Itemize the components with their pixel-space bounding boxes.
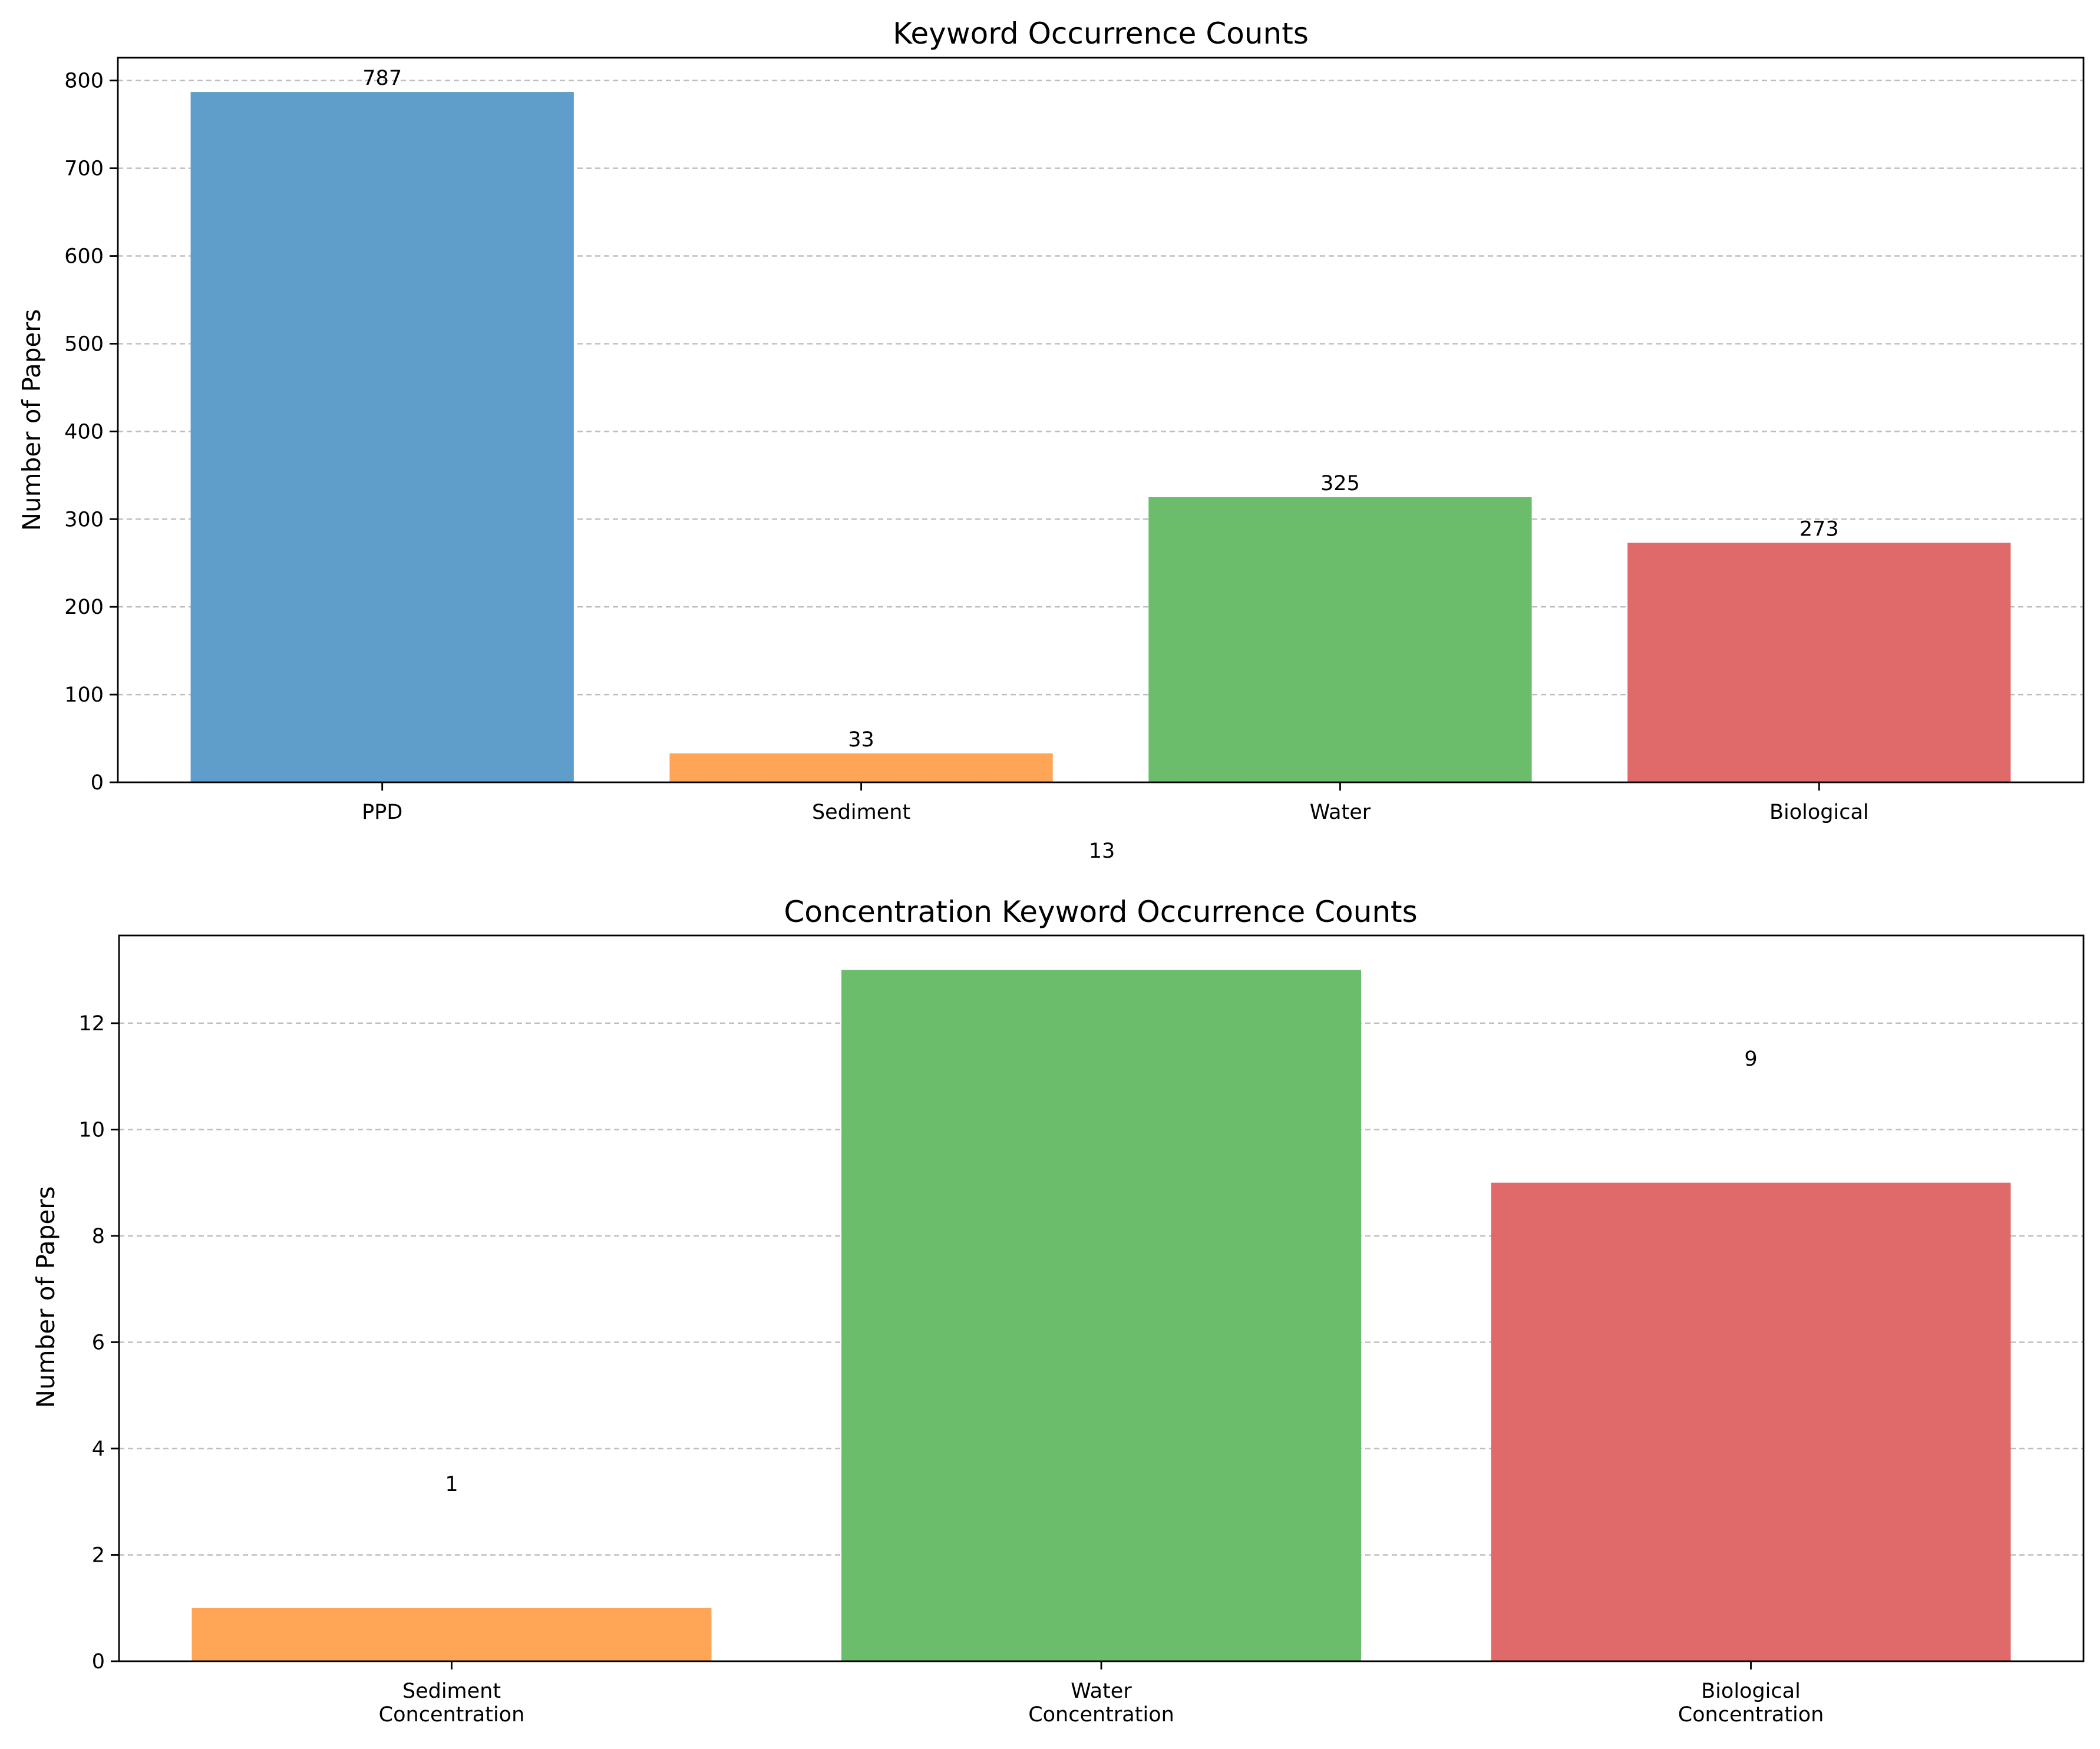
y-tick-label: 100 <box>64 683 104 707</box>
y-tick-label: 10 <box>78 1118 105 1142</box>
y-tick-label: 12 <box>78 1012 105 1036</box>
x-tick-label: Sediment <box>402 1679 501 1703</box>
chart-title: Concentration Keyword Occurrence Counts <box>784 895 1417 929</box>
bar <box>190 92 574 782</box>
bars <box>190 92 2011 782</box>
y-axis-ticks: 0 100 200 300 400 500 600 700 800 <box>64 70 118 795</box>
keyword-occurrence-chart: Keyword Occurrence Counts Number of Pape… <box>17 16 2085 863</box>
bar <box>669 753 1053 782</box>
y-tick-label: 400 <box>64 420 104 444</box>
data-label: 787 <box>362 67 402 90</box>
x-tick-label: Water <box>1310 801 1371 824</box>
concentration-keyword-chart: Concentration Keyword Occurrence Counts … <box>31 895 2085 1727</box>
x-axis-ticks: SedimentConcentrationWaterConcentrationB… <box>379 1661 1824 1727</box>
bar <box>1627 543 2011 782</box>
x-tick-label: Water <box>1071 1679 1132 1703</box>
y-axis-label: Number of Papers <box>31 1186 60 1409</box>
x-tick-label: Biological <box>1769 801 1869 824</box>
x-tick-label: Concentration <box>1028 1703 1174 1727</box>
y-tick-label: 8 <box>92 1225 105 1248</box>
data-label: 1 <box>445 1473 458 1496</box>
y-tick-label: 300 <box>64 508 104 531</box>
y-axis-ticks: 0 2 4 6 8 10 12 <box>78 1012 119 1674</box>
data-label: 273 <box>1799 517 1839 541</box>
bar <box>1491 1182 2011 1661</box>
y-tick-label: 200 <box>64 596 104 619</box>
data-label: 9 <box>1744 1047 1757 1071</box>
y-tick-label: 500 <box>64 332 104 356</box>
chart-title: Keyword Occurrence Counts <box>893 16 1309 51</box>
bar <box>841 970 1362 1661</box>
y-tick-label: 800 <box>64 70 104 93</box>
y-tick-label: 2 <box>92 1543 105 1567</box>
y-tick-label: 0 <box>92 1650 105 1674</box>
data-label: 325 <box>1320 472 1360 495</box>
y-tick-label: 700 <box>64 157 104 181</box>
x-tick-label: PPD <box>362 801 402 824</box>
plot-frame <box>117 57 2085 783</box>
data-labels: 787 33 325 273 <box>362 67 1838 752</box>
stray-annotation: 13 <box>1089 839 1115 863</box>
bar <box>1148 497 1532 782</box>
y-tick-label: 0 <box>91 771 104 795</box>
x-axis-ticks: PPD Sediment Water Biological <box>362 782 1869 824</box>
bar <box>191 1608 712 1661</box>
y-tick-label: 6 <box>92 1331 105 1354</box>
x-tick-label: Concentration <box>379 1703 525 1727</box>
x-tick-label: Sediment <box>812 801 910 824</box>
y-tick-label: 4 <box>92 1437 105 1461</box>
x-tick-label: Biological <box>1701 1679 1801 1703</box>
bars <box>191 970 2011 1661</box>
y-tick-label: 600 <box>64 245 104 269</box>
y-axis-label: Number of Papers <box>17 309 46 531</box>
x-tick-label: Concentration <box>1678 1703 1824 1727</box>
data-labels: 19 <box>445 1047 1757 1496</box>
data-label: 33 <box>848 728 874 752</box>
plot-frame <box>118 934 2085 1662</box>
